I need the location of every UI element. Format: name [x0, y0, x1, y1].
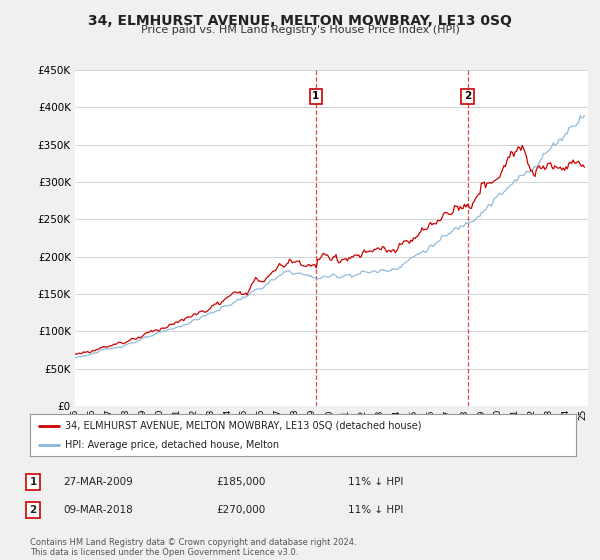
Text: 34, ELMHURST AVENUE, MELTON MOWBRAY, LE13 0SQ: 34, ELMHURST AVENUE, MELTON MOWBRAY, LE1… [88, 14, 512, 28]
Text: Price paid vs. HM Land Registry's House Price Index (HPI): Price paid vs. HM Land Registry's House … [140, 25, 460, 35]
Text: £270,000: £270,000 [216, 505, 265, 515]
Text: 2: 2 [464, 91, 471, 101]
Text: 11% ↓ HPI: 11% ↓ HPI [348, 477, 403, 487]
Text: 1: 1 [29, 477, 37, 487]
Text: Contains HM Land Registry data © Crown copyright and database right 2024.
This d: Contains HM Land Registry data © Crown c… [30, 538, 356, 557]
Text: 2: 2 [29, 505, 37, 515]
Text: 1: 1 [312, 91, 320, 101]
Text: 11% ↓ HPI: 11% ↓ HPI [348, 505, 403, 515]
Text: £185,000: £185,000 [216, 477, 265, 487]
Text: 27-MAR-2009: 27-MAR-2009 [63, 477, 133, 487]
Text: 09-MAR-2018: 09-MAR-2018 [63, 505, 133, 515]
Text: 34, ELMHURST AVENUE, MELTON MOWBRAY, LE13 0SQ (detached house): 34, ELMHURST AVENUE, MELTON MOWBRAY, LE1… [65, 421, 422, 431]
Text: HPI: Average price, detached house, Melton: HPI: Average price, detached house, Melt… [65, 440, 280, 450]
